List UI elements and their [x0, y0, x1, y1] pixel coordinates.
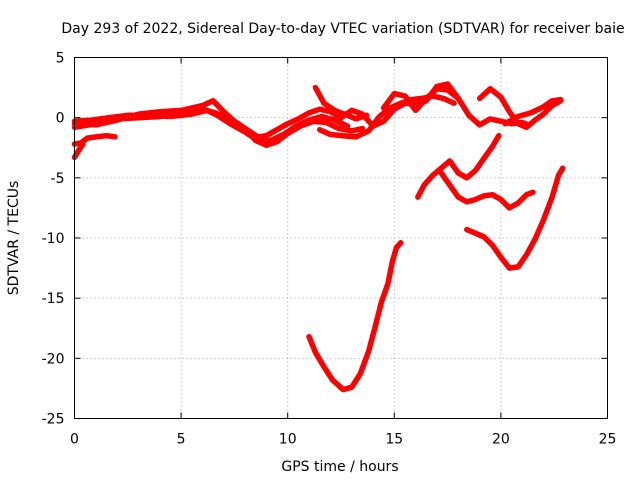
- series-track-3: [71, 105, 366, 149]
- axis-layer: 0 5 10 15 20 25 5 0 -5 -10 -15 -20 -25: [42, 51, 617, 448]
- x-tick-label: 15: [385, 432, 403, 448]
- y-tick-label: -20: [42, 351, 65, 367]
- series-track-15: [464, 165, 566, 271]
- x-tick-label: 25: [599, 432, 617, 448]
- x-tick-label: 5: [177, 432, 186, 448]
- y-tick-label: 0: [56, 111, 65, 127]
- y-axis-label: SDTVAR / TECUs: [6, 181, 22, 296]
- series-track-9: [380, 86, 462, 114]
- x-tick-label: 10: [279, 432, 297, 448]
- series-track-11: [502, 96, 564, 127]
- series-layer: [71, 81, 566, 393]
- series-track-4: [71, 132, 118, 147]
- series-track-13: [415, 132, 502, 200]
- series-track-6: [312, 84, 370, 122]
- y-tick-label: -5: [51, 171, 65, 187]
- series-track-12: [306, 240, 404, 393]
- y-tick-label: -15: [42, 291, 65, 307]
- series-track-14: [438, 170, 536, 211]
- series-track-5: [71, 141, 86, 161]
- chart-title: Day 293 of 2022, Sidereal Day-to-day VTE…: [61, 21, 624, 37]
- y-tick-label: -25: [42, 412, 65, 428]
- y-tick-label: 5: [56, 51, 65, 67]
- series-track-10: [476, 86, 564, 131]
- x-tick-label: 0: [70, 432, 79, 448]
- x-axis-label: GPS time / hours: [281, 459, 398, 475]
- y-tick-label: -10: [42, 231, 65, 247]
- x-tick-label: 20: [492, 432, 510, 448]
